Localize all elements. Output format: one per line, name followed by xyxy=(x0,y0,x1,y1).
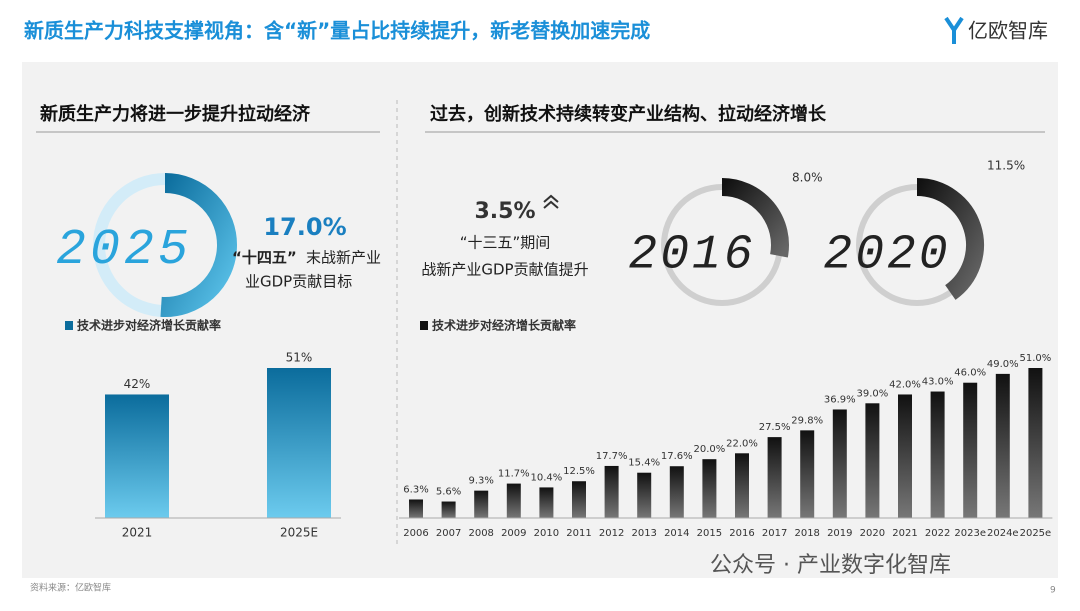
x-tick-label: 2025e xyxy=(1020,528,1052,539)
x-tick-label: 2009 xyxy=(501,528,526,539)
value-label: 11.7% xyxy=(498,469,530,480)
ring-year: 2025 xyxy=(56,222,192,279)
x-tick-label: 2013 xyxy=(631,528,656,539)
bar xyxy=(832,409,847,518)
bar xyxy=(995,373,1010,518)
source: 资料来源：亿欧智库 xyxy=(30,582,111,594)
x-tick-label: 2022 xyxy=(925,528,950,539)
bar xyxy=(898,394,912,518)
value-label: 12.5% xyxy=(563,466,595,477)
value-label: 43.0% xyxy=(922,377,954,388)
x-tick-label: 2012 xyxy=(599,528,624,539)
title: 新质生产力科技支撑视角：含“新”量占比持续提升，新老替换加速完成 xyxy=(24,19,650,43)
bar xyxy=(669,466,684,518)
x-tick-label: 2017 xyxy=(762,528,787,539)
x-tick-label: 2007 xyxy=(436,528,461,539)
increase-line: “十三五”期间 xyxy=(460,234,551,252)
ring-value: 17.0% xyxy=(263,213,346,241)
x-tick-label: 2019 xyxy=(827,528,852,539)
watermark: 公众号 · 产业数字化智库 xyxy=(710,553,951,578)
x-tick-label: 2023e xyxy=(954,528,986,539)
ring-value: 8.0% xyxy=(792,171,823,185)
ring-year: 2020 xyxy=(823,229,950,283)
chevron-icon xyxy=(543,194,559,209)
ring-arc xyxy=(916,178,984,300)
x-tick-label: 2021 xyxy=(892,528,917,539)
value-label: 51.0% xyxy=(1020,353,1052,364)
value-label: 20.0% xyxy=(694,444,726,455)
ring-value: 11.5% xyxy=(987,159,1025,173)
logo-icon xyxy=(944,16,964,44)
value-label: 17.7% xyxy=(596,451,628,462)
increase-value: 3.5% xyxy=(474,199,535,224)
note-bold: “十四五” xyxy=(232,249,297,267)
bar xyxy=(1028,368,1043,518)
x-tick-label: 2011 xyxy=(566,528,591,539)
value-label: 5.6% xyxy=(436,487,461,498)
x-tick-label: 2006 xyxy=(403,528,428,539)
x-tick-label: 2020 xyxy=(860,528,885,539)
bar xyxy=(267,368,331,518)
bar xyxy=(963,382,978,518)
bar xyxy=(604,465,619,518)
bar xyxy=(441,501,456,518)
left-heading: 新质生产力将进一步提升拉动经济 xyxy=(40,103,311,125)
value-label: 39.0% xyxy=(857,388,889,399)
legend-label: 技术进步对经济增长贡献率 xyxy=(432,318,576,333)
page-number: 9 xyxy=(1050,586,1056,596)
value-label: 15.4% xyxy=(628,458,660,469)
x-tick-label: 2008 xyxy=(468,528,493,539)
bar xyxy=(930,391,945,518)
value-label: 10.4% xyxy=(531,472,563,483)
ring-arc xyxy=(721,178,789,258)
value-label: 27.5% xyxy=(759,422,791,433)
ring-year: 2016 xyxy=(628,229,755,283)
value-label: 49.0% xyxy=(987,359,1019,370)
x-tick-label: 2025E xyxy=(280,526,318,540)
x-tick-label: 2010 xyxy=(534,528,559,539)
x-tick-label: 2014 xyxy=(664,528,689,539)
value-label: 22.0% xyxy=(726,438,758,449)
bar xyxy=(800,430,815,518)
bar xyxy=(409,499,423,518)
note-line: 末战新产业 xyxy=(306,249,381,267)
value-label: 42% xyxy=(124,377,151,391)
bar xyxy=(474,490,489,518)
x-tick-label: 2024e xyxy=(987,528,1019,539)
right-heading: 过去，创新技术持续转变产业结构、拉动经济增长 xyxy=(430,103,827,125)
value-label: 46.0% xyxy=(954,368,986,379)
bar xyxy=(506,483,521,518)
value-label: 17.6% xyxy=(661,451,693,462)
bar xyxy=(572,481,586,518)
legend-swatch xyxy=(420,321,428,330)
bar xyxy=(702,459,717,518)
x-tick-label: 2015 xyxy=(697,528,722,539)
bar xyxy=(865,403,880,518)
bar xyxy=(105,394,169,518)
bar xyxy=(767,437,782,518)
value-label: 36.9% xyxy=(824,394,856,405)
value-label: 42.0% xyxy=(889,379,921,390)
x-tick-label: 2016 xyxy=(729,528,754,539)
value-label: 29.8% xyxy=(791,415,823,426)
bar xyxy=(735,453,749,518)
legend-swatch xyxy=(65,321,73,330)
bar xyxy=(539,487,554,518)
legend-label: 技术进步对经济增长贡献率 xyxy=(77,318,221,333)
value-label: 6.3% xyxy=(403,484,428,495)
increase-line: 战新产业GDP贡献值提升 xyxy=(421,261,588,279)
note-line: 业GDP贡献目标 xyxy=(245,273,352,291)
x-tick-label: 2018 xyxy=(794,528,819,539)
ring-arc xyxy=(160,173,237,317)
logo: 亿欧智库 xyxy=(968,19,1048,43)
value-label: 51% xyxy=(286,351,313,365)
bar xyxy=(637,472,652,518)
x-tick-label: 2021 xyxy=(122,526,153,540)
value-label: 9.3% xyxy=(468,476,493,487)
